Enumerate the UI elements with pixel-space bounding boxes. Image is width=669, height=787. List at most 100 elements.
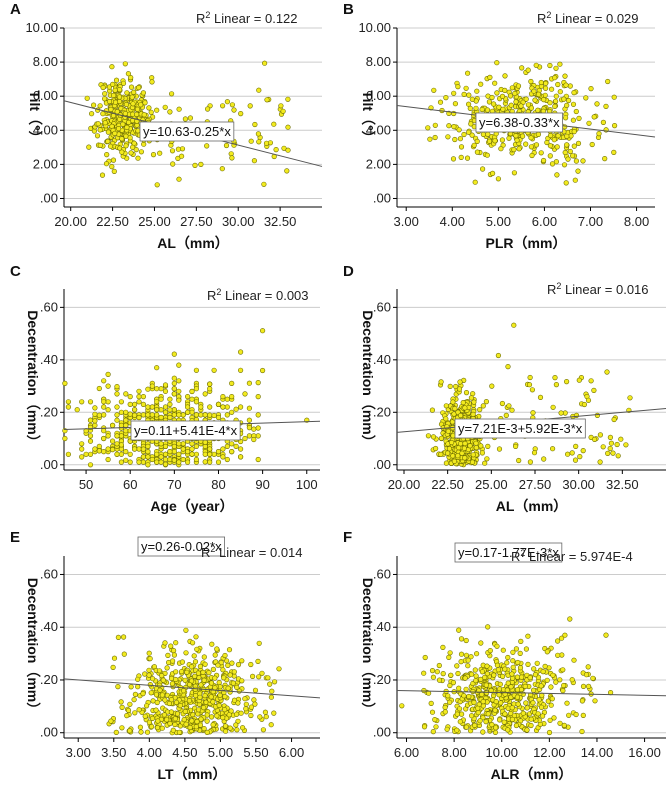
data-point [101,435,107,442]
data-point [124,712,130,719]
data-point [474,88,480,94]
data-point [508,102,514,108]
data-point [600,444,606,450]
data-point [92,411,98,417]
data-point [166,700,172,707]
data-point [209,641,215,647]
data-point [198,404,204,410]
data-point [278,103,284,109]
data-point [176,412,182,418]
data-point [463,637,469,644]
data-point [538,683,544,689]
data-point [158,396,164,402]
data-point [554,172,560,178]
equation-frame [139,121,235,142]
data-point [479,106,485,113]
data-point [227,725,233,731]
data-point [109,447,116,453]
data-point [159,725,165,731]
data-point [202,661,208,667]
data-point [527,374,533,381]
data-point [108,718,114,724]
data-point [183,721,189,727]
data-point [162,388,169,394]
data-point [510,649,516,655]
data-point [109,64,115,70]
data-point [170,161,176,167]
data-point [450,453,456,459]
x-tick-label: 3.00 [394,214,419,229]
data-point [251,158,257,164]
data-point [114,433,120,439]
y-tick-label: 10.00 [25,20,58,35]
data-point [157,687,163,693]
data-point [127,459,133,465]
data-point [140,690,146,697]
data-point [455,453,461,459]
data-point [132,691,138,698]
data-point [201,704,207,711]
data-point [126,119,132,125]
data-point [238,404,244,410]
data-point [201,725,207,732]
data-point [118,451,124,457]
data-point [259,670,265,676]
data-point [473,105,479,111]
data-point [485,443,491,450]
data-point [261,181,267,187]
data-point [248,138,254,144]
data-point [242,435,248,442]
equation-frame [130,420,241,441]
data-point [539,713,546,719]
data-point [119,149,125,155]
data-point [229,155,235,161]
data-point [580,712,586,719]
data-point [611,149,617,155]
data-point [452,136,458,143]
data-point [224,412,230,418]
data-point [454,711,460,717]
data-point [549,446,556,452]
data-point [131,696,137,703]
data-point [154,412,160,418]
data-point [167,407,173,413]
data-point [191,653,197,659]
data-point [496,446,503,452]
x-tick-label: 100 [296,477,318,492]
data-point [480,131,487,137]
data-point [615,453,621,459]
data-point [154,365,160,371]
data-point [198,682,204,688]
data-point [210,699,216,705]
data-point [540,668,546,675]
data-point [171,375,177,381]
data-point [544,649,550,655]
data-point [189,664,195,670]
data-point [92,446,98,452]
y-tick-label: .00 [40,725,58,740]
data-point [276,666,282,672]
data-point [515,83,522,89]
data-point [145,412,151,418]
data-point [445,693,451,699]
data-point [480,698,486,705]
data-point [511,170,518,176]
data-point [535,107,541,113]
data-point [125,707,132,714]
data-point [508,710,514,717]
data-point [591,387,597,394]
x-axis-label: PLR（mm） [486,235,567,251]
data-point [154,724,161,731]
data-point [162,382,169,388]
data-point [464,155,471,161]
data-point [271,710,277,716]
data-point [469,671,475,677]
x-axis-label: LT（mm） [158,766,227,782]
data-point [118,422,124,429]
data-point [519,133,526,139]
data-point [205,106,211,112]
data-point [176,176,182,182]
data-point [189,451,195,457]
data-point [447,383,453,390]
data-point [131,89,137,95]
